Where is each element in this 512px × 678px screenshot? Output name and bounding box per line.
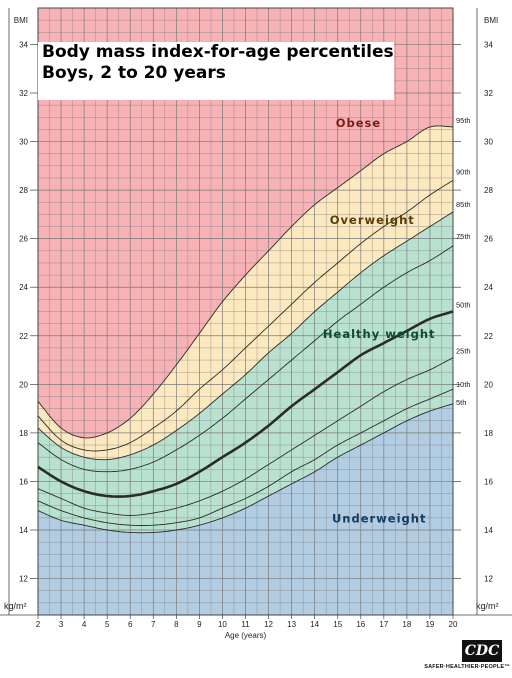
- percentile-label-85th: 85th: [456, 200, 471, 209]
- zone-label-obese: Obese: [336, 116, 381, 130]
- cdc-tagline: SAFER·HEALTHIER·PEOPLE™: [424, 664, 510, 670]
- percentile-curves: [37, 125, 454, 534]
- percentile-label-10th: 10th: [456, 380, 471, 389]
- y-tick-label-right: 20: [484, 380, 493, 389]
- y-tick-label-right: 34: [484, 40, 493, 49]
- x-tick-label: 15: [333, 620, 342, 629]
- zone-label-underweight: Underweight: [332, 512, 427, 526]
- x-tick-label: 8: [174, 620, 179, 629]
- y-tick-label-right: 26: [484, 235, 493, 244]
- percentile-curve-25th: [37, 357, 454, 516]
- y-tick-label-left: 30: [19, 138, 28, 147]
- percentile-curve-50th: [37, 310, 454, 498]
- y-tick-label-right: 28: [484, 186, 493, 195]
- x-tick-label: 19: [425, 620, 434, 629]
- y-tick-label-right: 32: [484, 89, 493, 98]
- y-tick-label-left: 22: [19, 332, 28, 341]
- y-tick-label-left: 14: [19, 526, 28, 535]
- percentile-label-95th: 95th: [456, 116, 471, 125]
- y-tick-label-left: 28: [19, 186, 28, 195]
- chart-title-line2: Boys, 2 to 20 years: [42, 63, 226, 83]
- y-tick-label-left: 26: [19, 235, 28, 244]
- y-tick-label-right: 16: [484, 477, 493, 486]
- unit-label-right: kg/m²: [476, 601, 499, 611]
- y-tick-label-left: 12: [19, 575, 28, 584]
- y-tick-label-left: 32: [19, 89, 28, 98]
- x-tick-label: 2: [36, 620, 41, 629]
- y-tick-label-left: 20: [19, 380, 28, 389]
- chart-title-box: Body mass index-for-age percentiles Boys…: [38, 42, 394, 100]
- x-tick-label: 4: [82, 620, 87, 629]
- y-tick-label-right: 22: [484, 332, 493, 341]
- x-tick-label: 17: [379, 620, 388, 629]
- x-tick-label: 9: [197, 620, 202, 629]
- y-tick-label-right: 18: [484, 429, 493, 438]
- chart-labels: 95th 90th 85th 75th 50th 25th 10th 5th Obese Over…: [323, 116, 471, 526]
- x-tick-label: 5: [105, 620, 110, 629]
- x-tick-label: 20: [449, 620, 458, 629]
- percentile-curve-75th: [37, 245, 454, 473]
- percentile-curve-5th: [37, 403, 454, 534]
- percentile-label-5th: 5th: [456, 398, 466, 407]
- y-tick-label-right: 12: [484, 575, 493, 584]
- bmi-label-left: BMI: [14, 16, 28, 25]
- x-tick-label: 16: [356, 620, 365, 629]
- percentile-label-50th: 50th: [456, 301, 471, 310]
- x-tick-label: 14: [310, 620, 319, 629]
- percentile-curve-10th: [37, 388, 454, 526]
- x-tick-label: 12: [264, 620, 273, 629]
- percentile-curve-90th: [37, 180, 454, 452]
- y-tick-label-left: 24: [19, 283, 28, 292]
- x-tick-label: 3: [59, 620, 64, 629]
- unit-label-left: kg/m²: [4, 601, 27, 611]
- percentile-label-75th: 75th: [456, 232, 471, 241]
- y-tick-label-left: 18: [19, 429, 28, 438]
- percentile-label-25th: 25th: [456, 347, 471, 356]
- zone-label-healthy-weight: Healthy weight: [323, 327, 436, 341]
- x-axis-label: Age (years): [225, 631, 267, 640]
- percentile-curve-85th: [37, 211, 454, 461]
- cdc-logo: CDC: [462, 640, 502, 662]
- x-tick-label: 18: [402, 620, 411, 629]
- y-tick-label-right: 24: [484, 283, 493, 292]
- chart-title-line1: Body mass index-for-age percentiles: [42, 42, 394, 62]
- y-tick-label-left: 16: [19, 477, 28, 486]
- x-tick-label: 6: [128, 620, 133, 629]
- zone-label-overweight: Overweight: [330, 213, 415, 227]
- x-tick-label: 10: [218, 620, 227, 629]
- percentile-label-90th: 90th: [456, 167, 471, 176]
- y-tick-label-right: 30: [484, 138, 493, 147]
- x-tick-label: 7: [151, 620, 156, 629]
- percentile-curve-95th: [37, 125, 454, 439]
- x-tick-label: 11: [241, 620, 250, 629]
- bmi-label-right: BMI: [484, 16, 498, 25]
- y-tick-label-left: 34: [19, 40, 28, 49]
- y-tick-label-right: 14: [484, 526, 493, 535]
- x-tick-label: 13: [287, 620, 296, 629]
